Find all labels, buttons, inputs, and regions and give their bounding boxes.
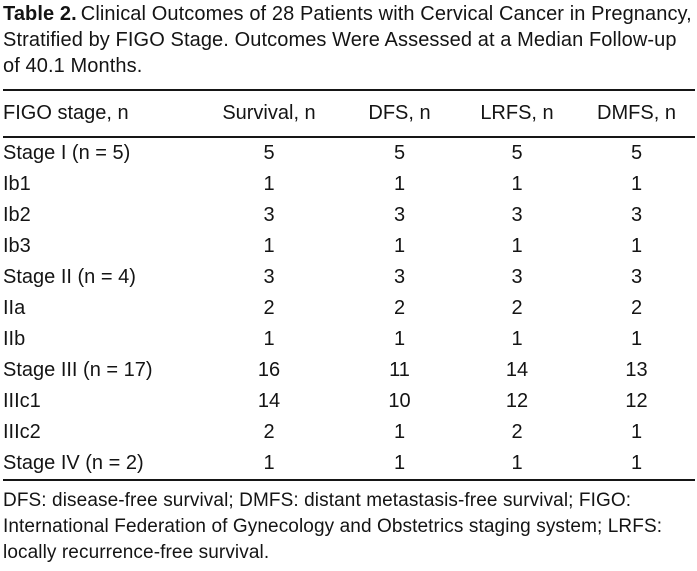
col-header-lrfs: LRFS, n bbox=[456, 90, 578, 138]
cell-dmfs: 2 bbox=[630, 297, 643, 319]
cell-lrfs: 2 bbox=[511, 421, 523, 443]
cell-survival: 1 bbox=[263, 452, 275, 474]
row-label: IIb bbox=[3, 328, 26, 350]
cell-lrfs: 2 bbox=[511, 297, 523, 319]
cell-lrfs: 12 bbox=[505, 390, 529, 412]
cell-lrfs: 1 bbox=[511, 235, 523, 257]
cell-survival: 2 bbox=[263, 421, 275, 443]
cell-dfs: 11 bbox=[389, 359, 410, 381]
clinical-outcomes-table: FIGO stage, n Survival, n DFS, n LRFS, n… bbox=[3, 89, 695, 481]
table-row-ib3: Ib3 1 1 1 1 bbox=[3, 231, 695, 262]
cell-survival: 3 bbox=[263, 266, 275, 288]
table-row-stage-iii: Stage III (n = 17) 16 11 14 13 bbox=[3, 355, 695, 386]
cell-dfs: 5 bbox=[393, 142, 406, 164]
table-caption: Table 2. Clinical Outcomes of 28 Patients… bbox=[3, 1, 695, 79]
cell-lrfs: 1 bbox=[511, 328, 523, 350]
header-row: FIGO stage, n Survival, n DFS, n LRFS, n… bbox=[3, 90, 695, 138]
table-footnote: DFS: disease-free survival; DMFS: distan… bbox=[3, 490, 663, 563]
row-label: Ib1 bbox=[3, 173, 31, 195]
cell-dfs: 1 bbox=[393, 328, 406, 350]
cell-lrfs: 14 bbox=[505, 359, 529, 381]
table-row-ib2: Ib2 3 3 3 3 bbox=[3, 200, 695, 231]
table-row-iiic2: IIIc2 2 1 2 1 bbox=[3, 417, 695, 448]
cell-dmfs: 3 bbox=[630, 204, 643, 226]
cell-survival: 14 bbox=[257, 390, 281, 412]
cell-lrfs: 1 bbox=[511, 452, 523, 474]
cell-dfs: 1 bbox=[393, 421, 406, 443]
row-label: Stage III (n = 17) bbox=[3, 359, 153, 381]
col-header-dfs: DFS, n bbox=[343, 90, 456, 138]
table-row-ib1: Ib1 1 1 1 1 bbox=[3, 169, 695, 200]
cell-dfs: 10 bbox=[388, 390, 411, 412]
table-row-stage-i: Stage I (n = 5) 5 5 5 5 bbox=[3, 137, 695, 169]
row-label: Ib3 bbox=[3, 235, 31, 257]
cell-dfs: 3 bbox=[393, 204, 406, 226]
col-header-dmfs: DMFS, n bbox=[578, 90, 695, 138]
cell-lrfs: 3 bbox=[511, 204, 523, 226]
row-label: IIIc2 bbox=[3, 421, 41, 443]
row-label: Stage I (n = 5) bbox=[3, 142, 131, 164]
row-label: Stage IV (n = 2) bbox=[3, 452, 144, 474]
cell-survival: 1 bbox=[263, 173, 275, 195]
cell-dmfs: 1 bbox=[630, 421, 643, 443]
col-header-figo-stage: FIGO stage, n bbox=[3, 90, 195, 138]
cell-dmfs: 1 bbox=[630, 235, 643, 257]
cell-dfs: 1 bbox=[393, 173, 406, 195]
cell-survival: 16 bbox=[257, 359, 281, 381]
cell-dfs: 1 bbox=[393, 235, 406, 257]
col-header-survival: Survival, n bbox=[195, 90, 343, 138]
row-label: IIIc1 bbox=[3, 390, 41, 412]
table-row-iia: IIa 2 2 2 2 bbox=[3, 293, 695, 324]
cell-lrfs: 1 bbox=[511, 173, 523, 195]
table-row-stage-ii: Stage II (n = 4) 3 3 3 3 bbox=[3, 262, 695, 293]
cell-dfs: 3 bbox=[393, 266, 406, 288]
cell-survival: 5 bbox=[263, 142, 275, 164]
cell-dmfs: 1 bbox=[630, 452, 643, 474]
cell-dmfs: 1 bbox=[630, 328, 643, 350]
cell-dmfs: 5 bbox=[630, 142, 643, 164]
row-label: Stage II (n = 4) bbox=[3, 266, 136, 288]
table-caption-text: Clinical Outcomes of 28 Patients with Ce… bbox=[3, 3, 692, 77]
cell-dmfs: 3 bbox=[630, 266, 643, 288]
cell-survival: 3 bbox=[263, 204, 275, 226]
cell-dmfs: 13 bbox=[625, 359, 648, 381]
cell-dfs: 2 bbox=[393, 297, 406, 319]
cell-dmfs: 1 bbox=[630, 173, 643, 195]
cell-lrfs: 5 bbox=[511, 142, 523, 164]
table-number-label: Table 2. bbox=[3, 3, 77, 25]
cell-dmfs: 12 bbox=[625, 390, 648, 412]
cell-lrfs: 3 bbox=[511, 266, 523, 288]
table-row-stage-iv: Stage IV (n = 2) 1 1 1 1 bbox=[3, 448, 695, 480]
table-row-iib: IIb 1 1 1 1 bbox=[3, 324, 695, 355]
cell-survival: 2 bbox=[263, 297, 275, 319]
cell-survival: 1 bbox=[263, 235, 275, 257]
row-label: IIa bbox=[3, 297, 26, 319]
table-row-iiic1: IIIc1 14 10 12 12 bbox=[3, 386, 695, 417]
cell-dfs: 1 bbox=[393, 452, 406, 474]
cell-survival: 1 bbox=[263, 328, 275, 350]
row-label: Ib2 bbox=[3, 204, 31, 226]
